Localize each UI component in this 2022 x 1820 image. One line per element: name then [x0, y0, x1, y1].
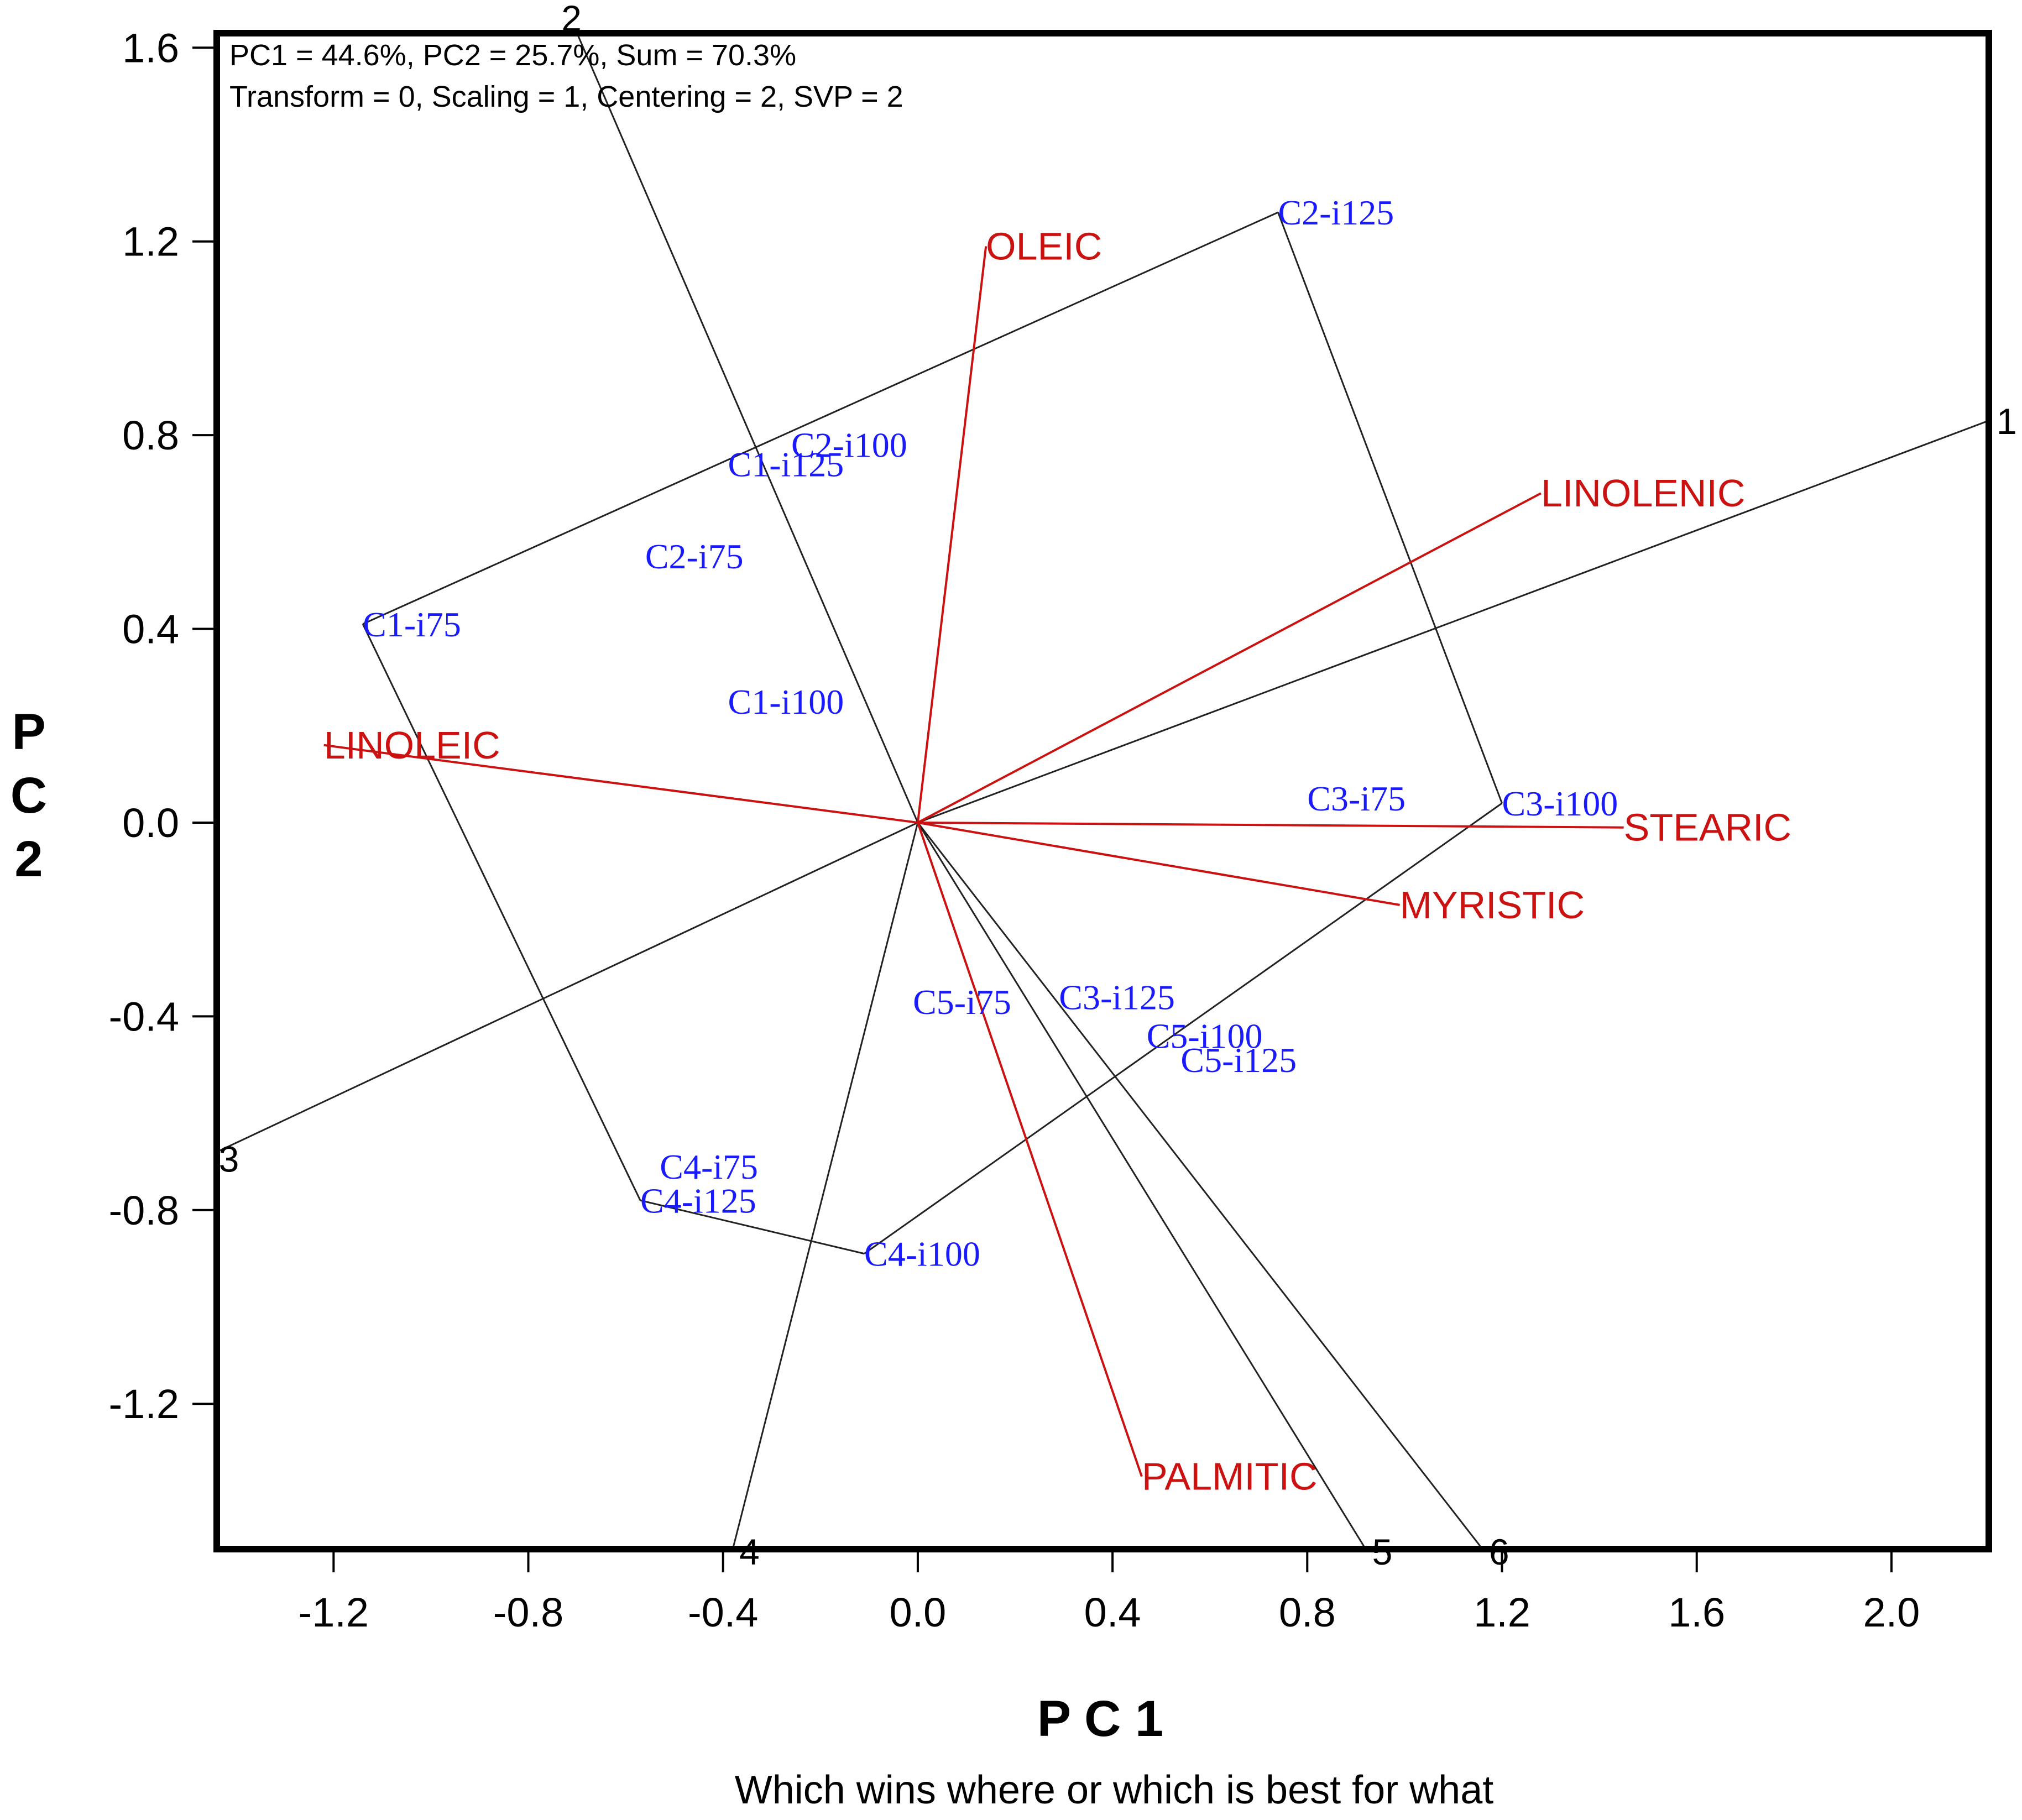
trait-vector-linolenic — [917, 492, 1542, 824]
genotype-label-c2-i75: C2-i75 — [645, 537, 744, 576]
sector-label-2: 2 — [561, 0, 582, 39]
x-tick-label: 0.8 — [1279, 1589, 1336, 1635]
sector-label-3: 3 — [219, 1139, 239, 1180]
trait-vector-linoleic — [323, 744, 918, 824]
genotype-label-c1-i75: C1-i75 — [363, 605, 461, 644]
sector-ray-1 — [917, 420, 1989, 824]
plot-frame — [213, 30, 1992, 1552]
genotype-label-c2-i125: C2-i125 — [1278, 193, 1394, 232]
info-line-1: PC1 = 44.6%, PC2 = 25.7%, Sum = 70.3% — [229, 39, 796, 72]
info-line-2: Transform = 0, Scaling = 1, Centering = … — [229, 80, 903, 113]
x-tick-label: 0.0 — [889, 1589, 946, 1635]
genotype-label-c1-i125: C1-i125 — [728, 445, 844, 484]
trait-label-palmitic: PALMITIC — [1142, 1455, 1318, 1498]
genotype-label-c2-i100: C2-i100 — [791, 426, 907, 465]
sector-label-5: 5 — [1372, 1531, 1393, 1572]
sector-ray-2 — [576, 33, 919, 823]
polygon-edge-c4-i125-to-c1-i75 — [362, 624, 641, 1201]
trait-label-myristic: MYRISTIC — [1400, 883, 1585, 927]
y-tick-label: 1.2 — [122, 219, 179, 265]
y-tick-label: -0.8 — [108, 1188, 179, 1233]
sector-label-6: 6 — [1489, 1531, 1509, 1572]
polygon-edge-c3-i100-to-c4-i100 — [864, 802, 1503, 1254]
genotype-label-c5-i75: C5-i75 — [913, 982, 1011, 1022]
chart-caption: Which wins where or which is best for wh… — [735, 1768, 1494, 1812]
axis-ticks-layer: -1.2 -0.8 -0.4 0.0 0.4 0.8 1.2 1.6 2.0 1.6 1.2 0.8 0… — [108, 25, 1920, 1635]
sector-ray-5 — [917, 822, 1367, 1550]
genotype-label-c4-i100: C4-i100 — [864, 1235, 980, 1274]
genotype-label-c3-i125: C3-i125 — [1059, 977, 1175, 1017]
sector-label-4: 4 — [739, 1531, 760, 1572]
x-axis-title: P C 1 — [1037, 1691, 1163, 1747]
y-tick-label: -1.2 — [108, 1381, 179, 1427]
trait-vector-palmitic — [917, 822, 1143, 1477]
genotype-label-c4-i125: C4-i125 — [640, 1181, 756, 1220]
polygon-edge-c2-i125-to-c3-i100 — [1277, 212, 1503, 804]
trait-label-linolenic: LINOLENIC — [1541, 472, 1746, 515]
y-tick-label: 1.6 — [122, 25, 179, 71]
point-labels-layer: C1-i75 C2-i125 C3-i100 C4-i100 C4-i125 C2-i10… — [219, 0, 2017, 1572]
trait-label-stearic: STEARIC — [1624, 806, 1791, 849]
polygon-layer — [362, 211, 1503, 1255]
sector-ray-4 — [732, 822, 919, 1550]
genotype-label-c4-i75: C4-i75 — [660, 1147, 758, 1186]
trait-label-linoleic: LINOLEIC — [324, 724, 500, 767]
polygon-edge-c4-i100-to-c4-i125 — [640, 1199, 865, 1255]
polygon-edge-c1-i75-to-c2-i125 — [362, 211, 1279, 625]
x-tick-label: 1.2 — [1474, 1589, 1530, 1635]
x-tick-label: 0.4 — [1084, 1589, 1141, 1635]
genotype-label-c3-i100: C3-i100 — [1502, 784, 1618, 823]
x-tick-label: 2.0 — [1863, 1589, 1920, 1635]
y-axis-title-c: C — [11, 767, 47, 824]
y-tick-label: 0.0 — [122, 800, 179, 846]
trait-label-oleic: OLEIC — [986, 224, 1102, 268]
y-tick-label: -0.4 — [108, 993, 179, 1039]
y-tick-label: 0.8 — [122, 412, 179, 458]
sector-rays-layer — [216, 33, 1989, 1550]
sector-ray-3 — [216, 822, 918, 1153]
x-tick-label: -0.4 — [688, 1589, 759, 1635]
genotype-label-c5-i125: C5-i125 — [1180, 1040, 1297, 1080]
genotype-label-c1-i100: C1-i100 — [728, 682, 844, 721]
x-tick-label: 1.6 — [1668, 1589, 1725, 1635]
sector-ray-6 — [917, 822, 1483, 1550]
trait-vector-stearic — [917, 821, 1624, 829]
y-axis-title-2: 2 — [14, 831, 43, 887]
genotype-label-c3-i75: C3-i75 — [1307, 779, 1406, 818]
x-tick-label: -1.2 — [299, 1589, 369, 1635]
trait-vector-myristic — [917, 821, 1400, 906]
y-tick-label: 0.4 — [122, 606, 179, 652]
plot-frame-layer — [213, 30, 1992, 1552]
genotype-label-c5-i100: C5-i100 — [1147, 1016, 1263, 1055]
sector-label-1: 1 — [1997, 401, 2017, 442]
trait-vector-oleic — [916, 246, 988, 823]
trait-vectors-layer — [323, 246, 1624, 1477]
y-axis-title-p: P — [12, 704, 45, 760]
x-tick-label: -0.8 — [493, 1589, 564, 1635]
